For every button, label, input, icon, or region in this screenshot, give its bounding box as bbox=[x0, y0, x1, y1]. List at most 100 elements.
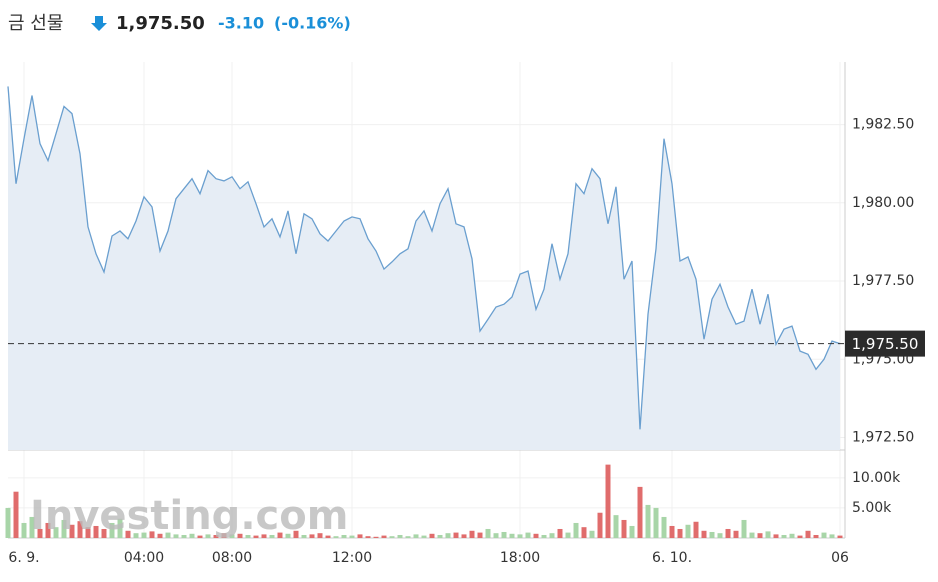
title: 금 선물 bbox=[8, 13, 63, 34]
volume-bar bbox=[661, 516, 667, 538]
last-price-label: 1,975.50 bbox=[852, 335, 919, 353]
volume-bar bbox=[621, 519, 627, 538]
volume-bar bbox=[149, 531, 155, 538]
volume-bar bbox=[453, 532, 459, 538]
volume-bar bbox=[253, 535, 259, 538]
volume-bar bbox=[709, 531, 715, 538]
volume-bar bbox=[725, 528, 731, 538]
volume-bar bbox=[221, 533, 227, 538]
volume-bar bbox=[413, 534, 419, 538]
volume-bar bbox=[789, 533, 795, 538]
volume-bar bbox=[669, 525, 675, 538]
y-tick-label: 1,972.50 bbox=[852, 429, 914, 445]
volume-bar bbox=[389, 536, 395, 538]
volume-bar bbox=[581, 527, 587, 538]
volume-bar bbox=[349, 535, 355, 538]
volume-bar bbox=[141, 532, 147, 538]
volume-bar bbox=[197, 535, 203, 538]
price: 1,975.50 bbox=[116, 13, 205, 34]
volume-bar bbox=[637, 486, 643, 538]
volume-bar bbox=[101, 528, 107, 538]
volume-bar bbox=[189, 533, 195, 538]
x-tick-label: 08:00 bbox=[212, 550, 252, 566]
volume-bar bbox=[157, 533, 163, 538]
x-tick-label: 12:00 bbox=[332, 550, 372, 566]
volume-bar bbox=[765, 531, 771, 538]
volume-bar bbox=[437, 534, 443, 538]
volume-bar bbox=[285, 533, 291, 538]
volume-bar bbox=[805, 530, 811, 538]
volume-bar bbox=[397, 534, 403, 538]
price-line bbox=[7, 86, 841, 430]
volume-bar bbox=[381, 535, 387, 538]
volume-bar bbox=[773, 534, 779, 538]
volume-bar bbox=[77, 521, 83, 538]
volume-bar bbox=[277, 532, 283, 538]
volume-bar bbox=[325, 535, 331, 538]
volume-bar bbox=[533, 533, 539, 538]
down-arrow bbox=[91, 16, 107, 31]
volume-bar bbox=[597, 512, 603, 538]
x-tick-label: 04:00 bbox=[124, 550, 164, 566]
volume-bar bbox=[173, 534, 179, 538]
volume-bar bbox=[565, 532, 571, 538]
y2-tick-label: 5.00k bbox=[852, 500, 892, 516]
volume-bar bbox=[213, 534, 219, 538]
volume-bar bbox=[421, 535, 427, 538]
volume-bar bbox=[717, 533, 723, 538]
volume-bar bbox=[813, 534, 819, 538]
volume-bar bbox=[517, 534, 523, 538]
volume-bar bbox=[69, 524, 75, 538]
volume-bar bbox=[301, 534, 307, 538]
volume-bar bbox=[485, 528, 491, 538]
volume-bar bbox=[357, 534, 363, 538]
volume-bar bbox=[797, 535, 803, 538]
volume-bar bbox=[29, 516, 35, 538]
volume-bar bbox=[341, 534, 347, 538]
x-tick-label: 06 bbox=[831, 550, 849, 566]
volume-bar bbox=[53, 527, 59, 538]
volume-bar bbox=[45, 522, 51, 538]
x-tick-label: 18:00 bbox=[500, 550, 540, 566]
volume-bar bbox=[749, 532, 755, 538]
volume-bar bbox=[685, 524, 691, 538]
area-fill bbox=[8, 86, 840, 451]
volume-bar bbox=[589, 530, 595, 538]
y-tick-label: 1,982.50 bbox=[852, 117, 914, 133]
volume-bar bbox=[269, 534, 275, 538]
volume-bar bbox=[525, 532, 531, 538]
watermark: Investing.com bbox=[30, 493, 348, 539]
volume-bar bbox=[677, 528, 683, 538]
volume-bar bbox=[205, 534, 211, 538]
volume-bar bbox=[733, 530, 739, 538]
volume-bar bbox=[445, 533, 451, 538]
y-tick-label: 1,977.50 bbox=[852, 273, 914, 289]
volume-bar bbox=[85, 527, 91, 538]
volume-bar bbox=[613, 515, 619, 538]
volume-bar bbox=[645, 504, 651, 538]
volume-bar bbox=[5, 507, 11, 538]
volume-bar bbox=[477, 532, 483, 538]
volume-bar bbox=[429, 533, 435, 538]
volume-bar bbox=[693, 521, 699, 538]
x-tick-label: 6. 10. bbox=[652, 550, 692, 566]
volume-bar bbox=[117, 518, 123, 538]
volume-bar bbox=[653, 507, 659, 538]
volume-bar bbox=[37, 528, 43, 538]
volume-bar bbox=[13, 491, 19, 538]
volume-bar bbox=[541, 534, 547, 538]
volume-bar bbox=[365, 536, 371, 538]
volume-bar bbox=[293, 530, 299, 538]
volume-bar bbox=[741, 519, 747, 538]
volume-bar bbox=[509, 533, 515, 538]
volume-bar bbox=[181, 534, 187, 538]
volume-bar bbox=[405, 536, 411, 538]
volume-bar bbox=[125, 530, 131, 538]
volume-bar bbox=[461, 534, 467, 538]
volume-bar bbox=[237, 533, 243, 538]
last-price-box bbox=[845, 330, 925, 357]
change-percent: (-0.16%) bbox=[274, 14, 351, 33]
volume-bar bbox=[373, 536, 379, 538]
